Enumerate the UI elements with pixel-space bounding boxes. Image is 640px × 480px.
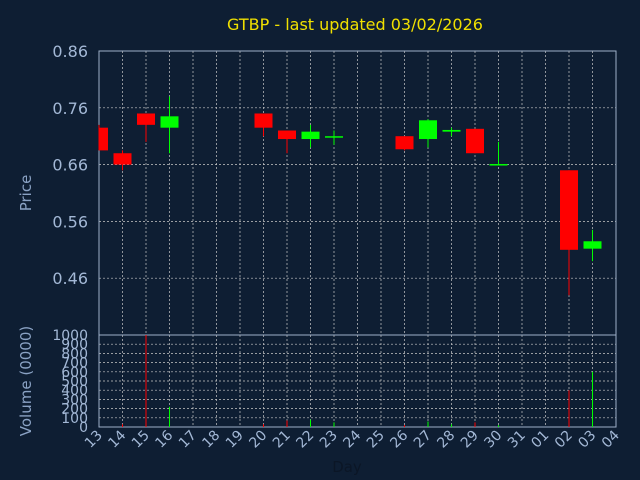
- x-tick-label: 03: [575, 428, 599, 452]
- x-tick-label: 02: [552, 428, 576, 452]
- volume-tick-label: 800: [61, 346, 88, 362]
- price-tick-labels: 0.86 0.76 0.66 0.56 0.46: [52, 42, 88, 288]
- candle-body: [278, 130, 296, 140]
- candles: [98, 96, 602, 296]
- volume-tick-label: 400: [61, 383, 88, 399]
- x-tick-label: 21: [270, 428, 294, 452]
- price-tick-label: 0.66: [52, 156, 88, 175]
- volume-tick-label: 1000: [52, 328, 88, 344]
- candle-body: [419, 120, 437, 140]
- x-tick-label: 01: [528, 428, 552, 452]
- x-tick-label: 22: [293, 428, 317, 452]
- x-tick-label: 20: [246, 428, 270, 452]
- volume-tick-label: 100: [61, 411, 88, 427]
- candle-body: [395, 136, 414, 150]
- x-axis-label: Day: [332, 458, 362, 476]
- x-tick-label: 29: [458, 428, 482, 452]
- candle-body: [113, 153, 132, 165]
- x-tick-label: 18: [199, 428, 223, 452]
- candle-body: [160, 116, 179, 128]
- chart-title: GTBP - last updated 03/02/2026: [227, 15, 483, 34]
- candle-body: [466, 128, 484, 154]
- x-gridlines: [122, 51, 593, 427]
- price-tick-label: 0.86: [52, 42, 88, 61]
- volume-tick-label: 0: [79, 420, 88, 436]
- candle-body: [489, 164, 508, 166]
- x-tick-label: 16: [152, 427, 176, 451]
- price-axis-label: Price: [17, 175, 35, 212]
- x-tick-label: 24: [340, 427, 364, 451]
- price-tick-label: 0.56: [52, 212, 88, 231]
- volume-tick-label: 500: [61, 374, 88, 390]
- x-tick-label: 25: [364, 428, 388, 452]
- x-tick-label: 31: [505, 428, 529, 452]
- candle-body: [254, 113, 273, 128]
- x-tick-label: 28: [434, 428, 458, 452]
- volume-tick-label: 900: [61, 337, 88, 353]
- x-tick-labels: 13 14 15 16 17 18 19 20 21 22 23 24 25 26 27 28 29 30 31 01…: [82, 427, 623, 451]
- candle-body: [137, 113, 155, 125]
- volume-axis-label: Volume (0000): [17, 326, 35, 436]
- x-tick-label: 26: [387, 427, 411, 451]
- volume-tick-label: 200: [61, 402, 88, 418]
- volume-tick-label: 700: [61, 356, 88, 372]
- volume-tick-label: 600: [61, 365, 88, 381]
- volume-panel-frame: [98, 334, 617, 428]
- price-tick-label: 0.46: [52, 269, 88, 288]
- x-tick-label: 15: [129, 428, 153, 452]
- price-tick-label: 0.76: [52, 99, 88, 118]
- candle-body: [325, 136, 343, 138]
- x-tick-label: 04: [599, 427, 623, 451]
- candle-body: [301, 131, 320, 140]
- volume-bars: [122, 335, 593, 427]
- x-tick-label: 14: [105, 427, 129, 451]
- candle-body: [583, 241, 602, 249]
- candle-body: [442, 129, 461, 132]
- candle-body: [560, 170, 578, 250]
- x-tick-label: 19: [223, 428, 247, 452]
- volume-tick-label: 300: [61, 392, 88, 408]
- candle-body: [99, 127, 108, 151]
- x-tick-label: 17: [176, 428, 200, 452]
- x-tick-label: 27: [411, 428, 435, 452]
- x-tick-label: 23: [317, 428, 341, 452]
- x-tick-label: 30: [481, 428, 505, 452]
